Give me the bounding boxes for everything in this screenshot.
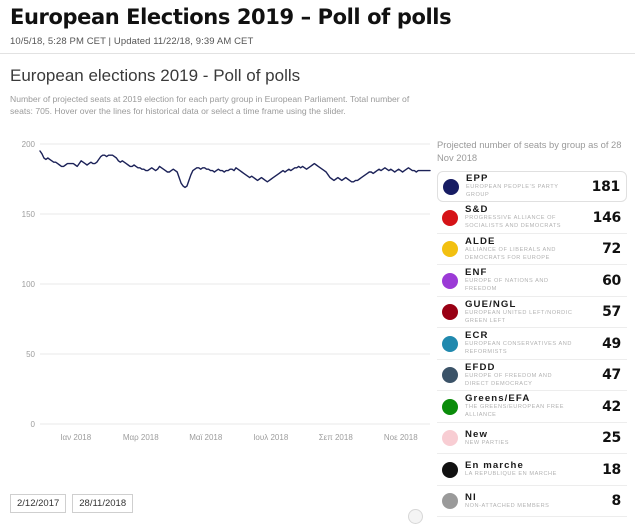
legend-title: Projected number of seats by group as of… bbox=[437, 138, 622, 164]
legend-party-abbr: NI bbox=[465, 491, 477, 503]
header-divider bbox=[0, 52, 635, 54]
legend-text: S&D Progressive Alliance of Socialists an… bbox=[465, 204, 577, 230]
legend-party-abbr: ENF bbox=[465, 267, 488, 279]
legend-text: NI Non-attached members bbox=[465, 492, 577, 511]
party-color-dot-icon bbox=[442, 430, 458, 447]
legend-party-fullname: The Greens/European Free Alliance bbox=[465, 404, 564, 419]
legend-row[interactable]: New New parties 25 bbox=[437, 423, 627, 455]
legend-party-fullname: New parties bbox=[465, 439, 510, 446]
y-axis-gridlines bbox=[40, 143, 430, 425]
legend-text: GUE/NGL European United Left/Nordic Green… bbox=[465, 299, 577, 325]
legend-text: ECR European Conservatives and Reformists bbox=[465, 330, 577, 356]
x-axis-tick-label: Μαρ 2018 bbox=[123, 433, 159, 442]
legend-seat-count: 72 bbox=[602, 241, 621, 258]
party-color-dot-icon bbox=[442, 209, 458, 226]
legend-text: EFDD Europe of Freedom and Direct Democra… bbox=[465, 362, 577, 388]
legend-text: En marche La Republique En Marche bbox=[465, 460, 577, 479]
y-axis-tick-labels: 0 50 100 150 200 bbox=[22, 140, 36, 429]
legend-party-fullname: Alliance of Liberals and Democrats for E… bbox=[465, 246, 556, 261]
legend-party-fullname: European United Left/Nordic Green Left bbox=[465, 309, 573, 324]
x-axis-tick-label: Νοε 2018 bbox=[384, 433, 418, 442]
chart-title: European elections 2019 - Poll of polls bbox=[10, 65, 301, 85]
legend-party-fullname: Europe of Freedom and Direct Democracy bbox=[465, 372, 553, 387]
legend-seat-count: 60 bbox=[602, 272, 621, 289]
legend-text: ALDE Alliance of Liberals and Democrats f… bbox=[465, 236, 577, 262]
legend-party-abbr: S&D bbox=[465, 204, 489, 216]
legend-party-abbr: EFDD bbox=[465, 361, 496, 373]
party-color-dot-icon bbox=[442, 335, 458, 352]
x-axis-tick-label: Σεπ 2018 bbox=[319, 433, 354, 442]
legend-party-abbr: En marche bbox=[465, 460, 524, 472]
legend-seat-count: 47 bbox=[602, 367, 621, 384]
chart-plot-area[interactable]: 0 50 100 150 200 Ιαν 2018 Μαρ 2018 Μαϊ 2018 Ιου… bbox=[10, 122, 435, 442]
party-color-dot-icon bbox=[442, 304, 458, 321]
article-byline: 10/5/18, 5:28 PM CET | Updated 11/22/18,… bbox=[10, 35, 254, 47]
party-color-dot-icon bbox=[442, 398, 458, 415]
legend-party-fullname: European People's Party Group bbox=[466, 184, 559, 199]
legend-party-fullname: European Conservatives and Reformists bbox=[465, 341, 572, 356]
legend-party-abbr: ECR bbox=[465, 330, 489, 342]
legend-party-fullname: Progressive Alliance of Socialists and D… bbox=[465, 215, 562, 230]
y-axis-tick-label: 200 bbox=[22, 140, 36, 149]
party-color-dot-icon bbox=[443, 178, 459, 195]
legend-list: EPP European People's Party Group 181 S&D Pr… bbox=[437, 170, 627, 518]
legend-seat-count: 42 bbox=[602, 398, 621, 415]
slider-handle[interactable] bbox=[408, 508, 423, 524]
legend-row[interactable]: En marche La Republique En Marche 18 bbox=[437, 454, 627, 486]
legend-row[interactable]: Greens/EFA The Greens/European Free Allia… bbox=[437, 391, 627, 423]
legend-row[interactable]: ECR European Conservatives and Reformists… bbox=[437, 328, 627, 360]
legend-seat-count: 57 bbox=[602, 304, 621, 321]
legend-party-abbr: New bbox=[465, 428, 489, 440]
legend-row[interactable]: ALDE Alliance of Liberals and Democrats f… bbox=[437, 234, 627, 266]
series-lines bbox=[39, 150, 431, 189]
article-header: European Elections 2019 – Poll of polls … bbox=[0, 0, 635, 47]
time-range-controls[interactable]: 2/12/2017 28/11/2018 bbox=[10, 493, 134, 513]
y-axis-tick-label: 0 bbox=[31, 420, 36, 429]
legend-panel: Projected number of seats by group as of… bbox=[437, 138, 627, 518]
legend-row[interactable]: GUE/NGL European United Left/Nordic Green… bbox=[437, 297, 627, 329]
legend-party-fullname: Europe of Nations and Freedom bbox=[465, 278, 549, 293]
legend-seat-count: 8 bbox=[611, 493, 622, 510]
party-color-dot-icon bbox=[442, 367, 458, 384]
series-line[interactable] bbox=[39, 150, 431, 189]
chart-description: Number of projected seats at 2019 electi… bbox=[10, 93, 410, 117]
x-axis-tick-labels: Ιαν 2018 Μαρ 2018 Μαϊ 2018 Ιουλ 2018 Σεπ 201… bbox=[60, 433, 418, 442]
x-axis-tick-label: Μαϊ 2018 bbox=[189, 433, 223, 442]
party-color-dot-icon bbox=[442, 272, 458, 289]
legend-party-fullname: La Republique En Marche bbox=[465, 471, 557, 478]
y-axis-tick-label: 50 bbox=[26, 350, 35, 359]
poll-widget: European elections 2019 - Poll of polls … bbox=[0, 54, 635, 524]
y-axis-tick-label: 150 bbox=[22, 210, 36, 219]
legend-party-abbr: ALDE bbox=[465, 235, 496, 247]
legend-seat-count: 49 bbox=[602, 335, 621, 352]
legend-row[interactable]: NI Non-attached members 8 bbox=[437, 486, 627, 518]
party-color-dot-icon bbox=[442, 241, 458, 258]
legend-row[interactable]: ENF Europe of Nations and Freedom 60 bbox=[437, 265, 627, 297]
legend-text: New New parties bbox=[465, 429, 577, 448]
legend-row[interactable]: S&D Progressive Alliance of Socialists an… bbox=[437, 202, 627, 234]
legend-row[interactable]: EPP European People's Party Group 181 bbox=[437, 170, 627, 203]
x-axis-tick-label: Ιουλ 2018 bbox=[253, 433, 289, 442]
legend-party-abbr: GUE/NGL bbox=[465, 298, 517, 310]
legend-text: EPP European People's Party Group bbox=[466, 173, 576, 199]
legend-seat-count: 181 bbox=[591, 178, 621, 195]
legend-text: ENF Europe of Nations and Freedom bbox=[465, 267, 577, 293]
legend-party-fullname: Non-attached members bbox=[465, 502, 550, 509]
legend-party-abbr: Greens/EFA bbox=[465, 393, 531, 405]
legend-seat-count: 18 bbox=[602, 461, 621, 478]
legend-seat-count: 25 bbox=[602, 430, 621, 447]
legend-seat-count: 146 bbox=[592, 209, 622, 226]
x-axis-tick-label: Ιαν 2018 bbox=[60, 433, 91, 442]
range-start-input[interactable]: 2/12/2017 bbox=[10, 493, 67, 513]
legend-row[interactable]: EFDD Europe of Freedom and Direct Democra… bbox=[437, 360, 627, 392]
legend-party-abbr: EPP bbox=[466, 173, 489, 185]
party-color-dot-icon bbox=[442, 493, 458, 510]
legend-text: Greens/EFA The Greens/European Free Allia… bbox=[465, 393, 577, 419]
line-chart-svg[interactable]: 0 50 100 150 200 Ιαν 2018 Μαρ 2018 Μαϊ 2018 Ιου… bbox=[10, 122, 435, 442]
range-end-input[interactable]: 28/11/2018 bbox=[72, 493, 134, 513]
party-color-dot-icon bbox=[442, 461, 458, 478]
y-axis-tick-label: 100 bbox=[22, 280, 36, 289]
page-title: European Elections 2019 – Poll of polls bbox=[10, 5, 452, 29]
